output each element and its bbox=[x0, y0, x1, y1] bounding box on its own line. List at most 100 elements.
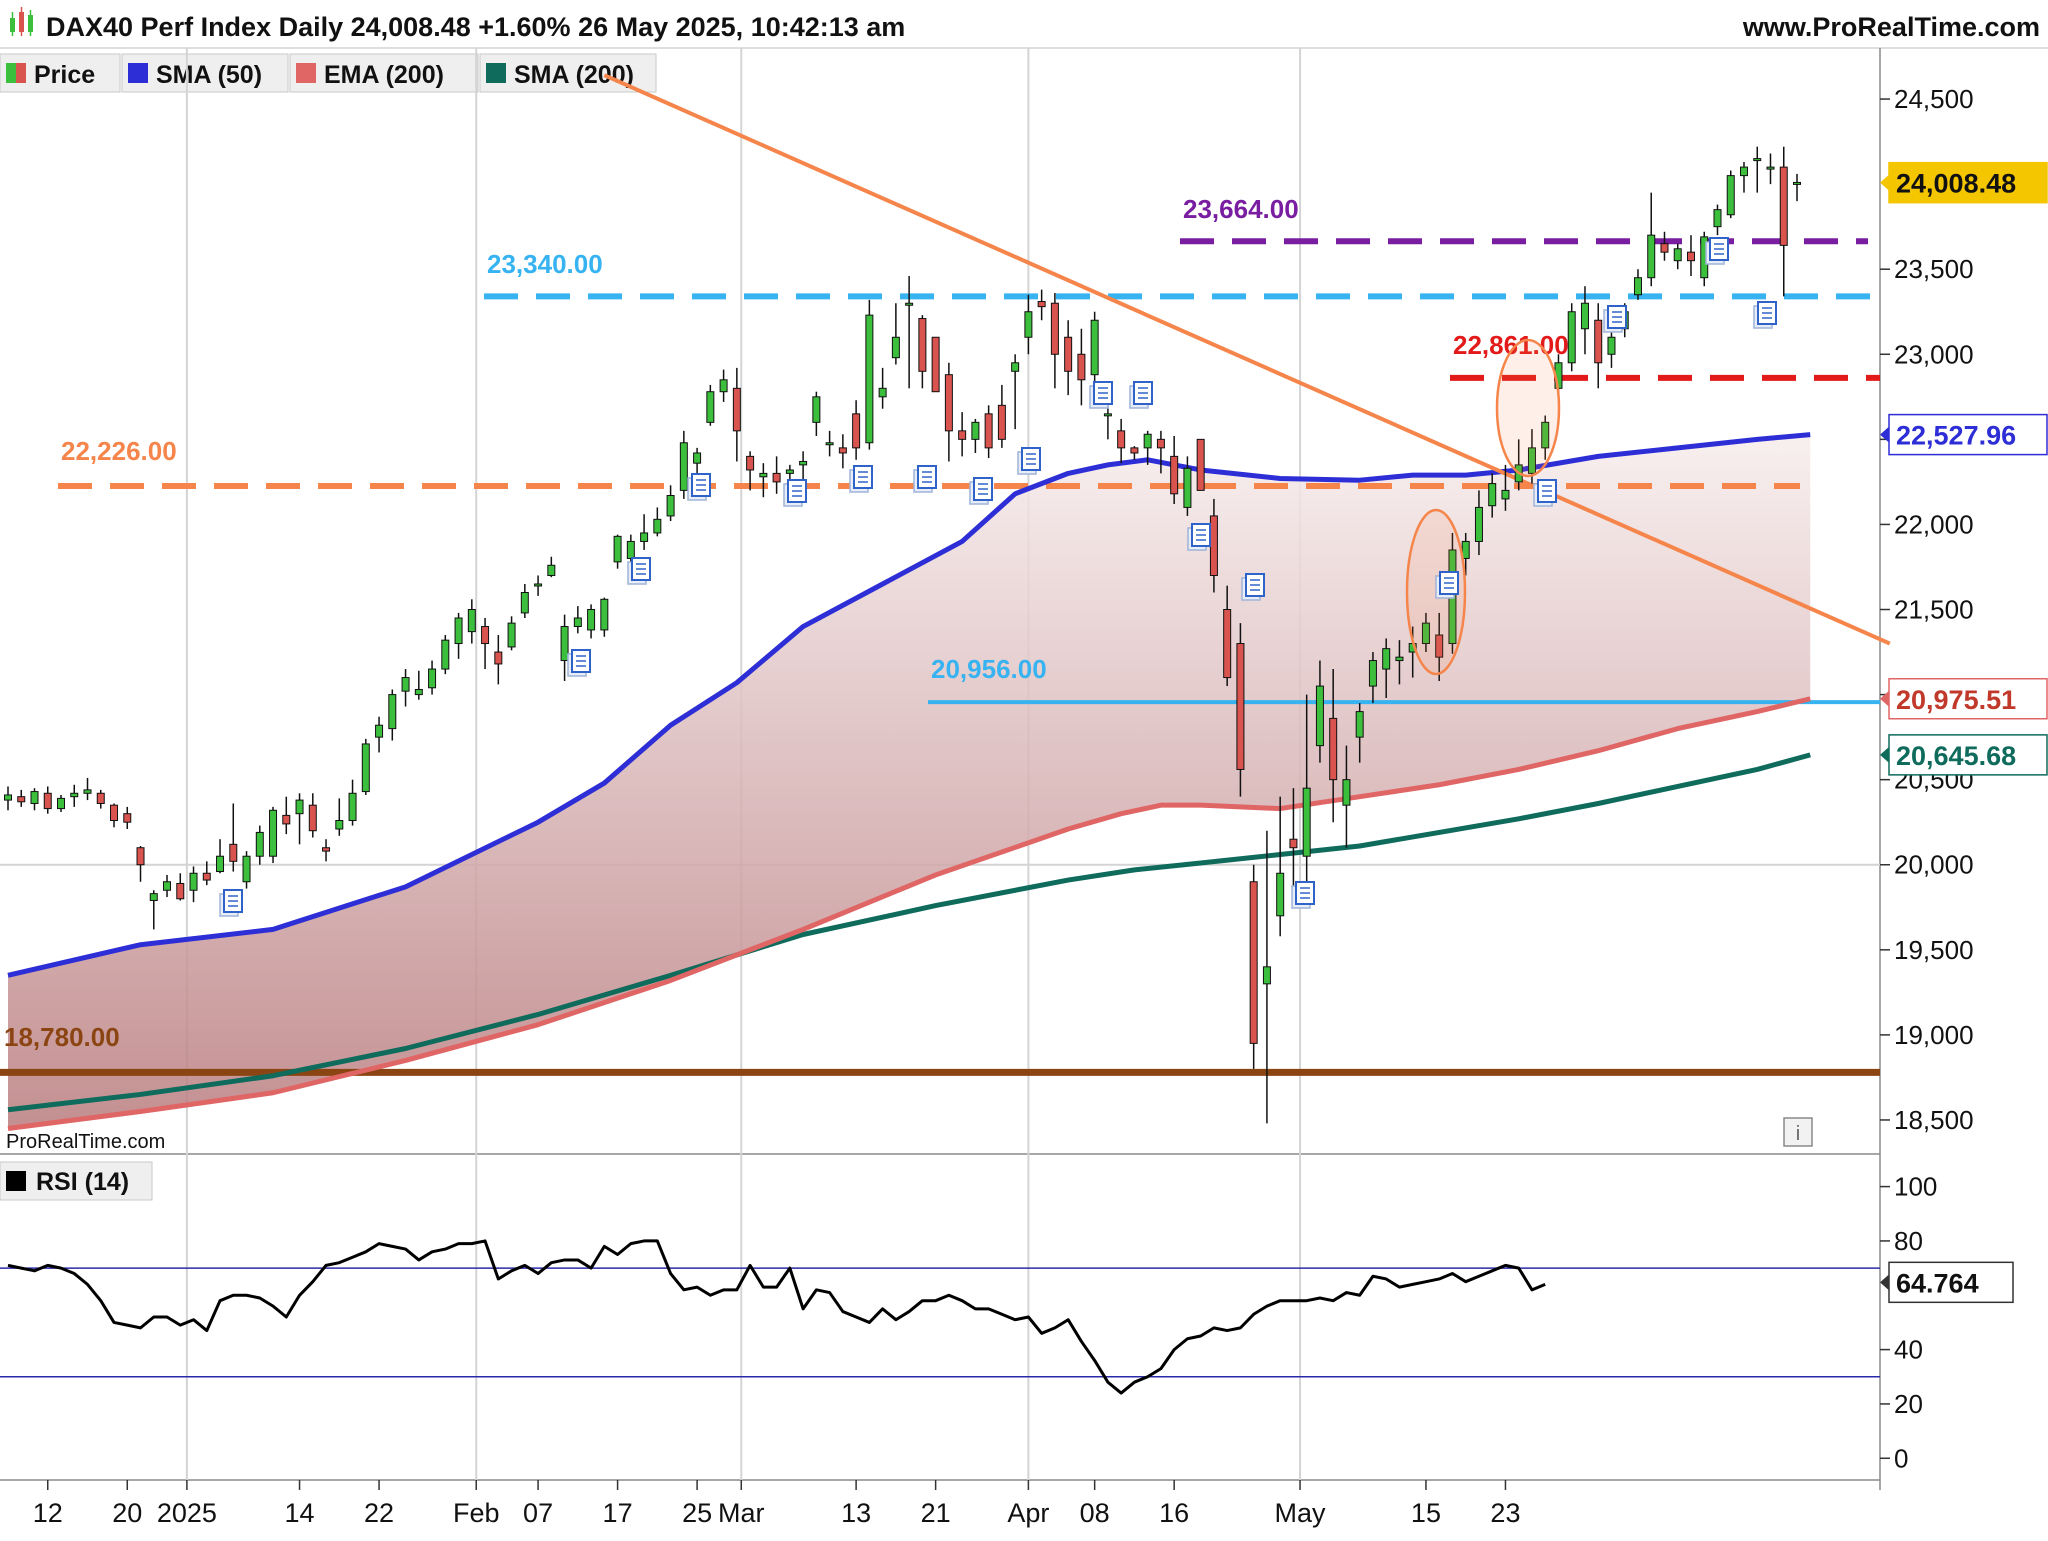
candle bbox=[1249, 864, 1258, 1069]
news-icon[interactable] bbox=[627, 557, 651, 585]
candle-body bbox=[216, 855, 225, 873]
news-icon[interactable] bbox=[1435, 571, 1459, 599]
price-tick-label: 21,500 bbox=[1894, 595, 1974, 625]
news-icon[interactable] bbox=[1187, 523, 1211, 551]
candle-body bbox=[494, 651, 503, 665]
candle bbox=[1117, 418, 1126, 464]
candle-body bbox=[149, 893, 158, 901]
candle-body bbox=[560, 626, 569, 662]
sma200-line bbox=[7, 752, 1811, 1113]
candle-body bbox=[1594, 319, 1603, 364]
candle-body bbox=[295, 799, 304, 815]
level-label: 22,861.00 bbox=[1453, 330, 1569, 360]
candle bbox=[481, 618, 490, 670]
ema200-tag-label: 20,975.51 bbox=[1896, 685, 2016, 715]
candle bbox=[1488, 473, 1497, 518]
news-icon[interactable] bbox=[1291, 881, 1315, 909]
price-tick-label: 19,000 bbox=[1894, 1020, 1974, 1050]
candle-body bbox=[1580, 302, 1589, 330]
candle-body bbox=[17, 796, 26, 803]
candle-body bbox=[1143, 433, 1152, 449]
candle bbox=[772, 456, 781, 494]
candle bbox=[4, 786, 12, 811]
price-swatch-up bbox=[6, 63, 16, 83]
candle-body bbox=[613, 535, 622, 563]
ema200-line bbox=[7, 696, 1811, 1131]
level-label: 18,780.00 bbox=[4, 1022, 120, 1052]
candle-body bbox=[759, 472, 768, 478]
candle-body bbox=[1488, 483, 1497, 507]
candle-body bbox=[189, 872, 198, 891]
candle bbox=[1501, 464, 1510, 511]
candle-body bbox=[229, 843, 238, 862]
news-icon[interactable] bbox=[1089, 381, 1113, 409]
news-icon[interactable] bbox=[1241, 573, 1265, 601]
news-icon[interactable] bbox=[1705, 237, 1729, 265]
legend-swatch bbox=[296, 63, 316, 83]
candle-body bbox=[401, 677, 410, 692]
candle-body bbox=[772, 472, 781, 483]
candle-body bbox=[587, 609, 596, 631]
candle-body bbox=[1011, 362, 1020, 372]
news-icon[interactable] bbox=[1129, 381, 1153, 409]
time-tick-label: 23 bbox=[1490, 1498, 1520, 1528]
news-icon[interactable] bbox=[969, 477, 993, 505]
candle bbox=[1793, 173, 1801, 202]
candle bbox=[1474, 490, 1483, 556]
news-icon[interactable] bbox=[1603, 305, 1627, 333]
rsi-tick-label: 20 bbox=[1894, 1389, 1923, 1419]
candle bbox=[163, 874, 172, 898]
candle bbox=[269, 806, 278, 864]
candle-body bbox=[242, 855, 251, 883]
candle bbox=[295, 793, 304, 845]
news-icon[interactable] bbox=[1017, 447, 1041, 475]
candle-body bbox=[997, 404, 1006, 440]
candle bbox=[958, 412, 967, 457]
time-tick-label: 25 bbox=[682, 1498, 712, 1528]
news-icon[interactable] bbox=[687, 473, 711, 501]
ema200-tag-bg bbox=[1888, 678, 2048, 720]
candle-body bbox=[573, 617, 582, 628]
candle bbox=[136, 846, 145, 882]
candle bbox=[1673, 243, 1682, 270]
news-icon[interactable] bbox=[567, 649, 591, 677]
news-icon[interactable] bbox=[1753, 301, 1777, 329]
candle bbox=[825, 430, 834, 457]
candle-body bbox=[1170, 455, 1179, 495]
rsi-tick-label: 80 bbox=[1894, 1226, 1923, 1256]
news-icon[interactable] bbox=[219, 889, 243, 917]
news-icon[interactable] bbox=[1533, 479, 1557, 507]
news-icon[interactable] bbox=[849, 465, 873, 493]
candle-body bbox=[706, 391, 715, 423]
legend-item[interactable] bbox=[289, 53, 479, 93]
candle bbox=[1143, 430, 1152, 465]
time-tick-label: 16 bbox=[1159, 1498, 1189, 1528]
time-tick-label: Feb bbox=[453, 1498, 500, 1528]
candle bbox=[1739, 162, 1748, 193]
time-tick-label: 13 bbox=[841, 1498, 871, 1528]
candle bbox=[1024, 294, 1033, 355]
legend-item[interactable] bbox=[121, 53, 289, 93]
news-icon[interactable] bbox=[783, 479, 807, 507]
candle bbox=[441, 635, 450, 675]
time-tick-label: 21 bbox=[921, 1498, 951, 1528]
candle bbox=[520, 583, 529, 619]
last-price-tag-pointer bbox=[1880, 174, 1889, 191]
candle-body bbox=[4, 794, 12, 801]
time-tick-label: 20 bbox=[112, 1498, 142, 1528]
candle-body bbox=[441, 639, 450, 670]
candle-body bbox=[1686, 251, 1695, 262]
candle-body bbox=[1793, 181, 1801, 185]
price-tick-label: 24,500 bbox=[1894, 84, 1974, 114]
candle bbox=[123, 806, 132, 830]
candle-body bbox=[1766, 166, 1775, 170]
candle-body bbox=[891, 336, 900, 359]
candle bbox=[587, 604, 596, 639]
candle-body bbox=[1501, 489, 1510, 500]
info-icon[interactable]: i bbox=[1783, 1117, 1813, 1147]
rsi-tick-label: 40 bbox=[1894, 1335, 1923, 1365]
news-icon[interactable] bbox=[913, 465, 937, 493]
candle bbox=[746, 451, 755, 491]
candle bbox=[216, 839, 225, 874]
time-tick-label: 07 bbox=[523, 1498, 553, 1528]
